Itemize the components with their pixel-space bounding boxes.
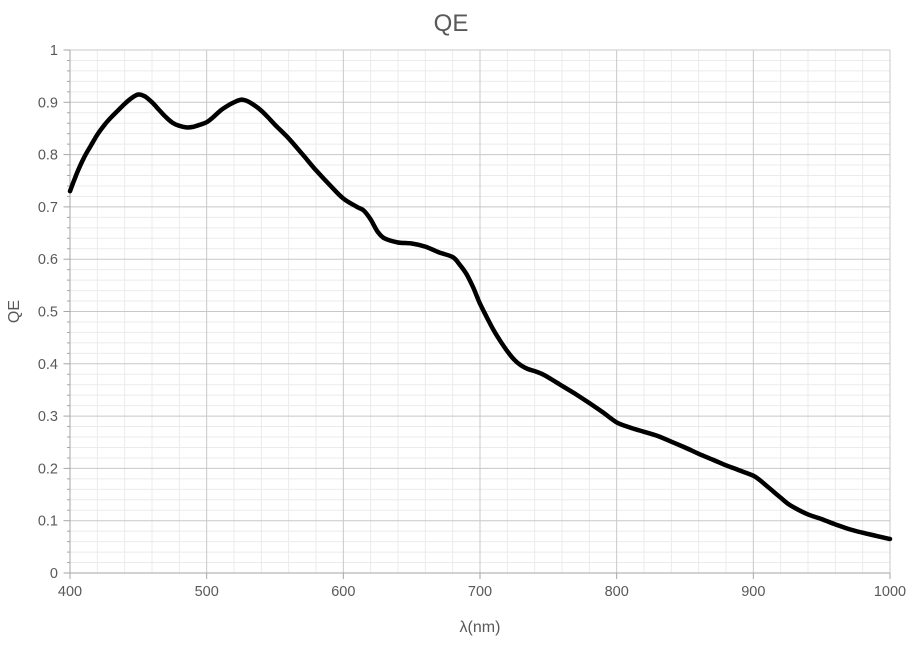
x-tick-label: 500: [195, 584, 219, 600]
axis-tick-marks: [63, 49, 891, 579]
x-axis-title: λ(nm): [460, 619, 501, 636]
y-tick-label: 0: [50, 566, 58, 582]
y-tick-label: 1: [50, 43, 58, 59]
x-tick-label: 1000: [874, 584, 906, 600]
chart-title: QE: [434, 10, 469, 37]
y-tick-label: 0.5: [38, 305, 58, 321]
y-tick-labels: 0 0.1 0.2 0.3 0.4 0.5 0.6 0.7 0.8 0.9 1: [38, 43, 58, 582]
x-tick-label: 800: [605, 584, 629, 600]
y-tick-label: 0.7: [38, 200, 58, 216]
y-tick-label: 0.6: [38, 252, 58, 268]
major-gridlines: [70, 49, 891, 573]
x-tick-label: 900: [741, 584, 765, 600]
y-tick-label: 0.3: [38, 409, 58, 425]
y-axis-title: QE: [6, 300, 23, 323]
y-tick-label: 0.9: [38, 95, 58, 111]
y-tick-label: 0.4: [38, 357, 58, 373]
x-tick-label: 400: [58, 584, 82, 600]
y-tick-label: 0.8: [38, 148, 58, 164]
x-tick-label: 700: [468, 584, 492, 600]
x-tick-labels: 400 500 600 700 800 900 1000: [58, 584, 906, 600]
y-tick-label: 0.1: [38, 514, 58, 530]
x-tick-label: 600: [331, 584, 355, 600]
y-tick-label: 0.2: [38, 461, 58, 477]
qe-curve: [67, 92, 893, 542]
